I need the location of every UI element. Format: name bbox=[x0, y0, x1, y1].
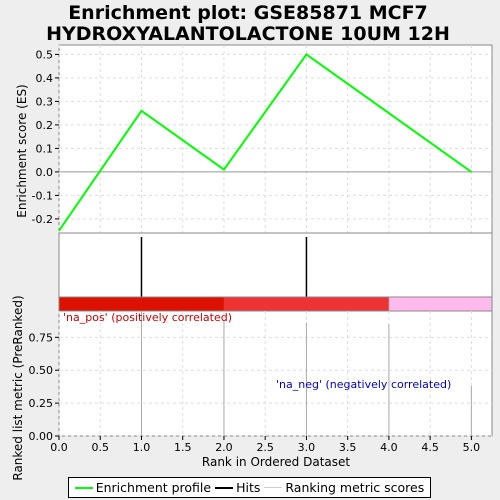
x-tick-label: 1.5 bbox=[174, 441, 192, 454]
legend-item-es: Enrichment profile bbox=[74, 480, 212, 495]
es-panel bbox=[58, 44, 493, 234]
es-y-tick-label: -0.2 bbox=[32, 213, 53, 226]
x-ticks: 0.0 0.5 1.0 1.5 2.0 2.5 3.0 3.5 4.0 4.5 5.0 bbox=[50, 436, 480, 454]
pos-correlated-label: 'na_pos' (positively correlated) bbox=[63, 311, 232, 324]
metric-y-tick-label: 0.25 bbox=[29, 397, 54, 410]
legend-es-label: Enrichment profile bbox=[95, 480, 212, 495]
chart-title-line-2: HYDROXYALANTOLACTONE 10UM 12H bbox=[46, 23, 450, 45]
rank-band bbox=[58, 296, 493, 312]
metric-panel bbox=[58, 310, 493, 437]
metric-y-tick-label: 0.75 bbox=[29, 331, 54, 344]
chart-legend: Enrichment profile Hits Ranking metric s… bbox=[68, 477, 431, 498]
neg-correlated-label: 'na_neg' (negatively correlated) bbox=[276, 378, 451, 391]
metric-y-ticks: 0.00 0.25 0.50 0.75 bbox=[29, 331, 59, 443]
x-tick-label: 2.0 bbox=[215, 441, 233, 454]
metric-bars bbox=[140, 311, 472, 436]
x-tick-label: 0.5 bbox=[91, 441, 109, 454]
legend-metric-label: Ranking metric scores bbox=[285, 480, 425, 495]
es-y-tick-label: 0.5 bbox=[36, 48, 54, 61]
legend-metric-swatch bbox=[264, 487, 283, 488]
x-tick-label: 3.0 bbox=[298, 441, 316, 454]
legend-item-metric: Ranking metric scores bbox=[264, 480, 424, 495]
x-tick-label: 2.5 bbox=[256, 441, 274, 454]
es-profile-line bbox=[58, 53, 472, 232]
es-y-tick-label: 0.4 bbox=[36, 72, 54, 85]
es-y-tick-label: -0.1 bbox=[32, 189, 53, 202]
es-y-tick-label: 0.2 bbox=[36, 119, 54, 132]
legend-hits-swatch bbox=[215, 486, 234, 489]
es-y-ticks: -0.2 -0.1 0.0 0.1 0.2 0.3 0.4 0.5 bbox=[32, 48, 59, 226]
es-y-tick-label: 0.0 bbox=[36, 166, 54, 179]
hit-lines bbox=[140, 237, 308, 297]
x-tick-label: 4.5 bbox=[421, 441, 439, 454]
rank-band-segment bbox=[388, 297, 492, 311]
x-tick-label: 4.0 bbox=[380, 441, 398, 454]
x-tick-label: 5.0 bbox=[463, 441, 481, 454]
es-y-tick-label: 0.1 bbox=[36, 142, 54, 155]
legend-hits-label: Hits bbox=[236, 480, 261, 495]
x-tick-label: 0.0 bbox=[50, 441, 68, 454]
rank-band-segment bbox=[59, 297, 224, 311]
es-y-axis-label: Enrichment score (ES) bbox=[15, 84, 29, 217]
x-tick-label: 3.5 bbox=[339, 441, 357, 454]
metric-y-tick-label: 0.50 bbox=[29, 364, 54, 377]
metric-y-tick-label: 0.00 bbox=[29, 430, 54, 443]
es-grid bbox=[58, 45, 492, 233]
es-y-tick-label: 0.3 bbox=[36, 95, 54, 108]
metric-y-axis-label: Ranked list metric (PreRanked) bbox=[11, 295, 25, 480]
x-tick-label: 1.0 bbox=[133, 441, 151, 454]
rank-band-segment bbox=[223, 297, 389, 311]
hits-panel bbox=[58, 232, 493, 298]
legend-item-hits: Hits bbox=[215, 480, 260, 495]
x-axis-label: Rank in Ordered Dataset bbox=[202, 455, 350, 469]
legend-es-swatch bbox=[74, 486, 93, 489]
chart-title-line-1: Enrichment plot: GSE85871 MCF7 bbox=[68, 2, 428, 24]
